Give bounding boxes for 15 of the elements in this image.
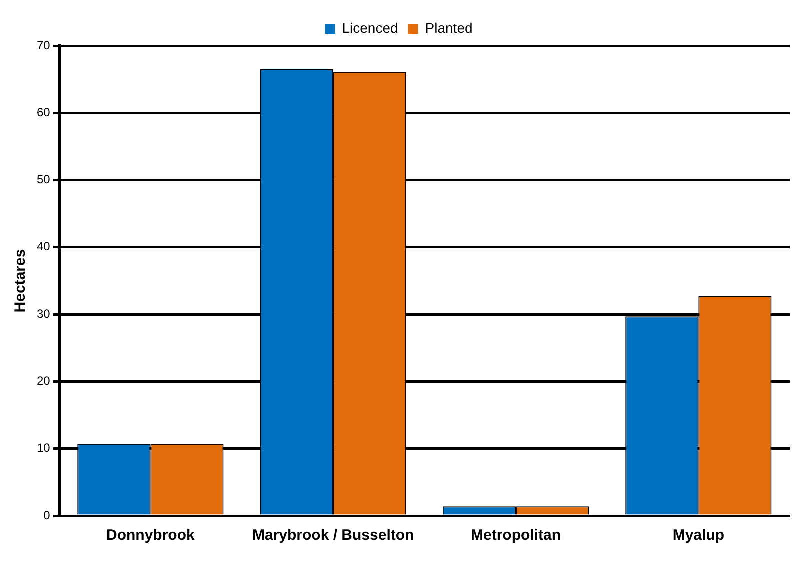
- x-tick-label: Donnybrook: [106, 527, 196, 544]
- x-tick-label: Myalup: [672, 527, 725, 544]
- x-tick-label: Metropolitan: [471, 527, 562, 544]
- y-tick-label: 70: [36, 38, 51, 52]
- y-tick-label: 60: [36, 105, 51, 120]
- y-tick-label: 10: [36, 441, 51, 456]
- y-tick-label: 40: [36, 240, 51, 254]
- y-tick-label: 0: [44, 508, 51, 522]
- x-tick-label: Marybrook / Busselton: [252, 527, 414, 544]
- legend-label: Planted: [425, 20, 473, 36]
- y-tick-label: 30: [36, 306, 51, 321]
- y-tick-label: 50: [36, 172, 51, 187]
- y-tick-label: 20: [36, 374, 51, 388]
- y-axis-title: Hectares: [12, 249, 30, 313]
- legend-label: Licenced: [342, 20, 398, 36]
